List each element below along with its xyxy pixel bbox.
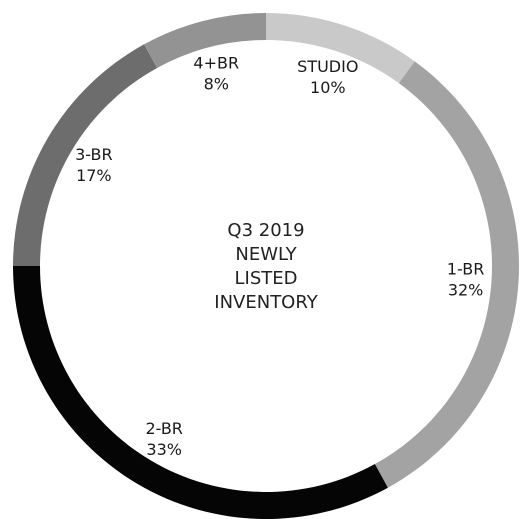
- slice-studio: [266, 13, 415, 84]
- center-title-line-3: LISTED: [235, 268, 298, 289]
- slice-4-br: [144, 12, 266, 68]
- slice-2-br: [13, 266, 388, 519]
- slice-label: 3-BR: [75, 145, 112, 164]
- slice-label: STUDIO: [297, 57, 358, 76]
- slice-percent: 32%: [448, 281, 484, 300]
- center-title: Q3 2019 NEWLY LISTED INVENTORY: [214, 220, 318, 313]
- center-title-line-1: Q3 2019: [227, 220, 304, 241]
- slice-label: 2-BR: [145, 419, 182, 438]
- slice-label: 4+BR: [193, 53, 239, 72]
- slice-percent: 8%: [204, 74, 229, 93]
- slice-percent: 33%: [146, 440, 182, 459]
- center-title-line-4: INVENTORY: [214, 292, 318, 313]
- slice-label: 1-BR: [447, 260, 484, 279]
- slice-1-br: [374, 61, 519, 488]
- slice-percent: 17%: [76, 166, 112, 185]
- center-title-line-2: NEWLY: [235, 244, 297, 265]
- slice-percent: 10%: [310, 78, 346, 97]
- slices-group: [13, 12, 519, 519]
- slice-labels-group: STUDIO 10% 1-BR 32% 2-BR 33% 3-BR 17% 4+BR 8%: [75, 53, 484, 459]
- slice-3-br: [13, 44, 158, 267]
